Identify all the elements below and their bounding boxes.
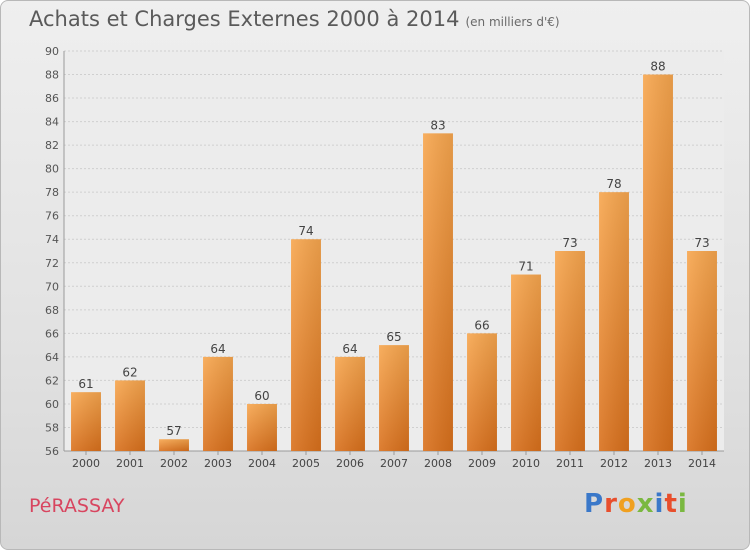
bar-shade [159,439,189,451]
y-tick-label: 66 [45,327,59,340]
x-tick-label: 2007 [380,457,408,470]
logo-letter: i [677,489,688,519]
chart-title: Achats et Charges Externes 2000 à 2014 (e… [29,7,560,31]
commune-name: PéRASSAY [29,495,125,517]
bar-shade [687,251,717,451]
x-tick-label: 2005 [292,457,320,470]
bar-value-label: 78 [606,177,621,191]
x-tick-label: 2003 [204,457,232,470]
x-tick-label: 2013 [644,457,672,470]
x-tick-label: 2010 [512,457,540,470]
y-tick-label: 82 [45,139,59,152]
y-tick-label: 64 [45,351,59,364]
x-tick-label: 2009 [468,457,496,470]
y-tick-label: 62 [45,374,59,387]
bar-value-label: 71 [518,260,533,274]
logo-letter: x [636,489,655,519]
x-tick-label: 2012 [600,457,628,470]
bar-value-label: 62 [122,365,137,379]
x-tick-label: 2006 [336,457,364,470]
y-tick-label: 70 [45,280,59,293]
y-tick-label: 86 [45,92,59,105]
bar-value-label: 64 [210,342,225,356]
x-tick-label: 2014 [688,457,716,470]
y-tick-label: 72 [45,257,59,270]
logo-letter: o [617,489,637,519]
y-tick-label: 58 [45,421,59,434]
x-tick-label: 2011 [556,457,584,470]
bar-shade [247,403,277,451]
bar-value-label: 64 [342,342,357,356]
logo-letter: P [584,489,605,519]
bar-value-label: 66 [474,318,489,332]
y-tick-label: 60 [45,398,59,411]
y-tick-label: 74 [45,233,59,246]
bar-shade [467,333,497,451]
bar-value-label: 74 [298,224,313,238]
y-tick-label: 88 [45,69,59,82]
bar-shade [423,133,453,451]
bar-shade [71,392,101,451]
bar-shade [511,274,541,451]
y-tick-label: 76 [45,210,59,223]
chart-unit: (en milliers d'€) [465,15,560,29]
y-tick-label: 90 [45,45,59,58]
bar-shade [115,380,145,451]
logo-letter: i [654,489,665,519]
x-tick-label: 2001 [116,457,144,470]
bar-value-label: 73 [562,236,577,250]
bar-shade [291,239,321,451]
y-tick-label: 84 [45,116,59,129]
bar-shade [599,192,629,452]
bar-shade [555,251,585,451]
bar-value-label: 57 [166,424,181,438]
bar-value-label: 83 [430,118,445,132]
bar-value-label: 65 [386,330,401,344]
bar-shade [203,356,233,451]
y-tick-label: 80 [45,163,59,176]
y-tick-label: 56 [45,445,59,458]
bar-value-label: 60 [254,389,269,403]
bar-value-label: 61 [78,377,93,391]
bar-value-label: 73 [694,236,709,250]
bar-value-label: 88 [650,60,665,74]
proxiti-logo: Proxiti [584,489,688,519]
x-tick-label: 2002 [160,457,188,470]
x-tick-label: 2004 [248,457,276,470]
bar-shade [335,356,365,451]
y-tick-label: 78 [45,186,59,199]
x-tick-label: 2008 [424,457,452,470]
logo-letter: t [664,489,678,519]
x-tick-label: 2000 [72,457,100,470]
y-tick-label: 68 [45,304,59,317]
logo-letter: r [604,489,618,519]
bar-shade [379,345,409,451]
chart-title-text: Achats et Charges Externes 2000 à 2014 [29,7,460,31]
bar-shade [643,74,673,451]
